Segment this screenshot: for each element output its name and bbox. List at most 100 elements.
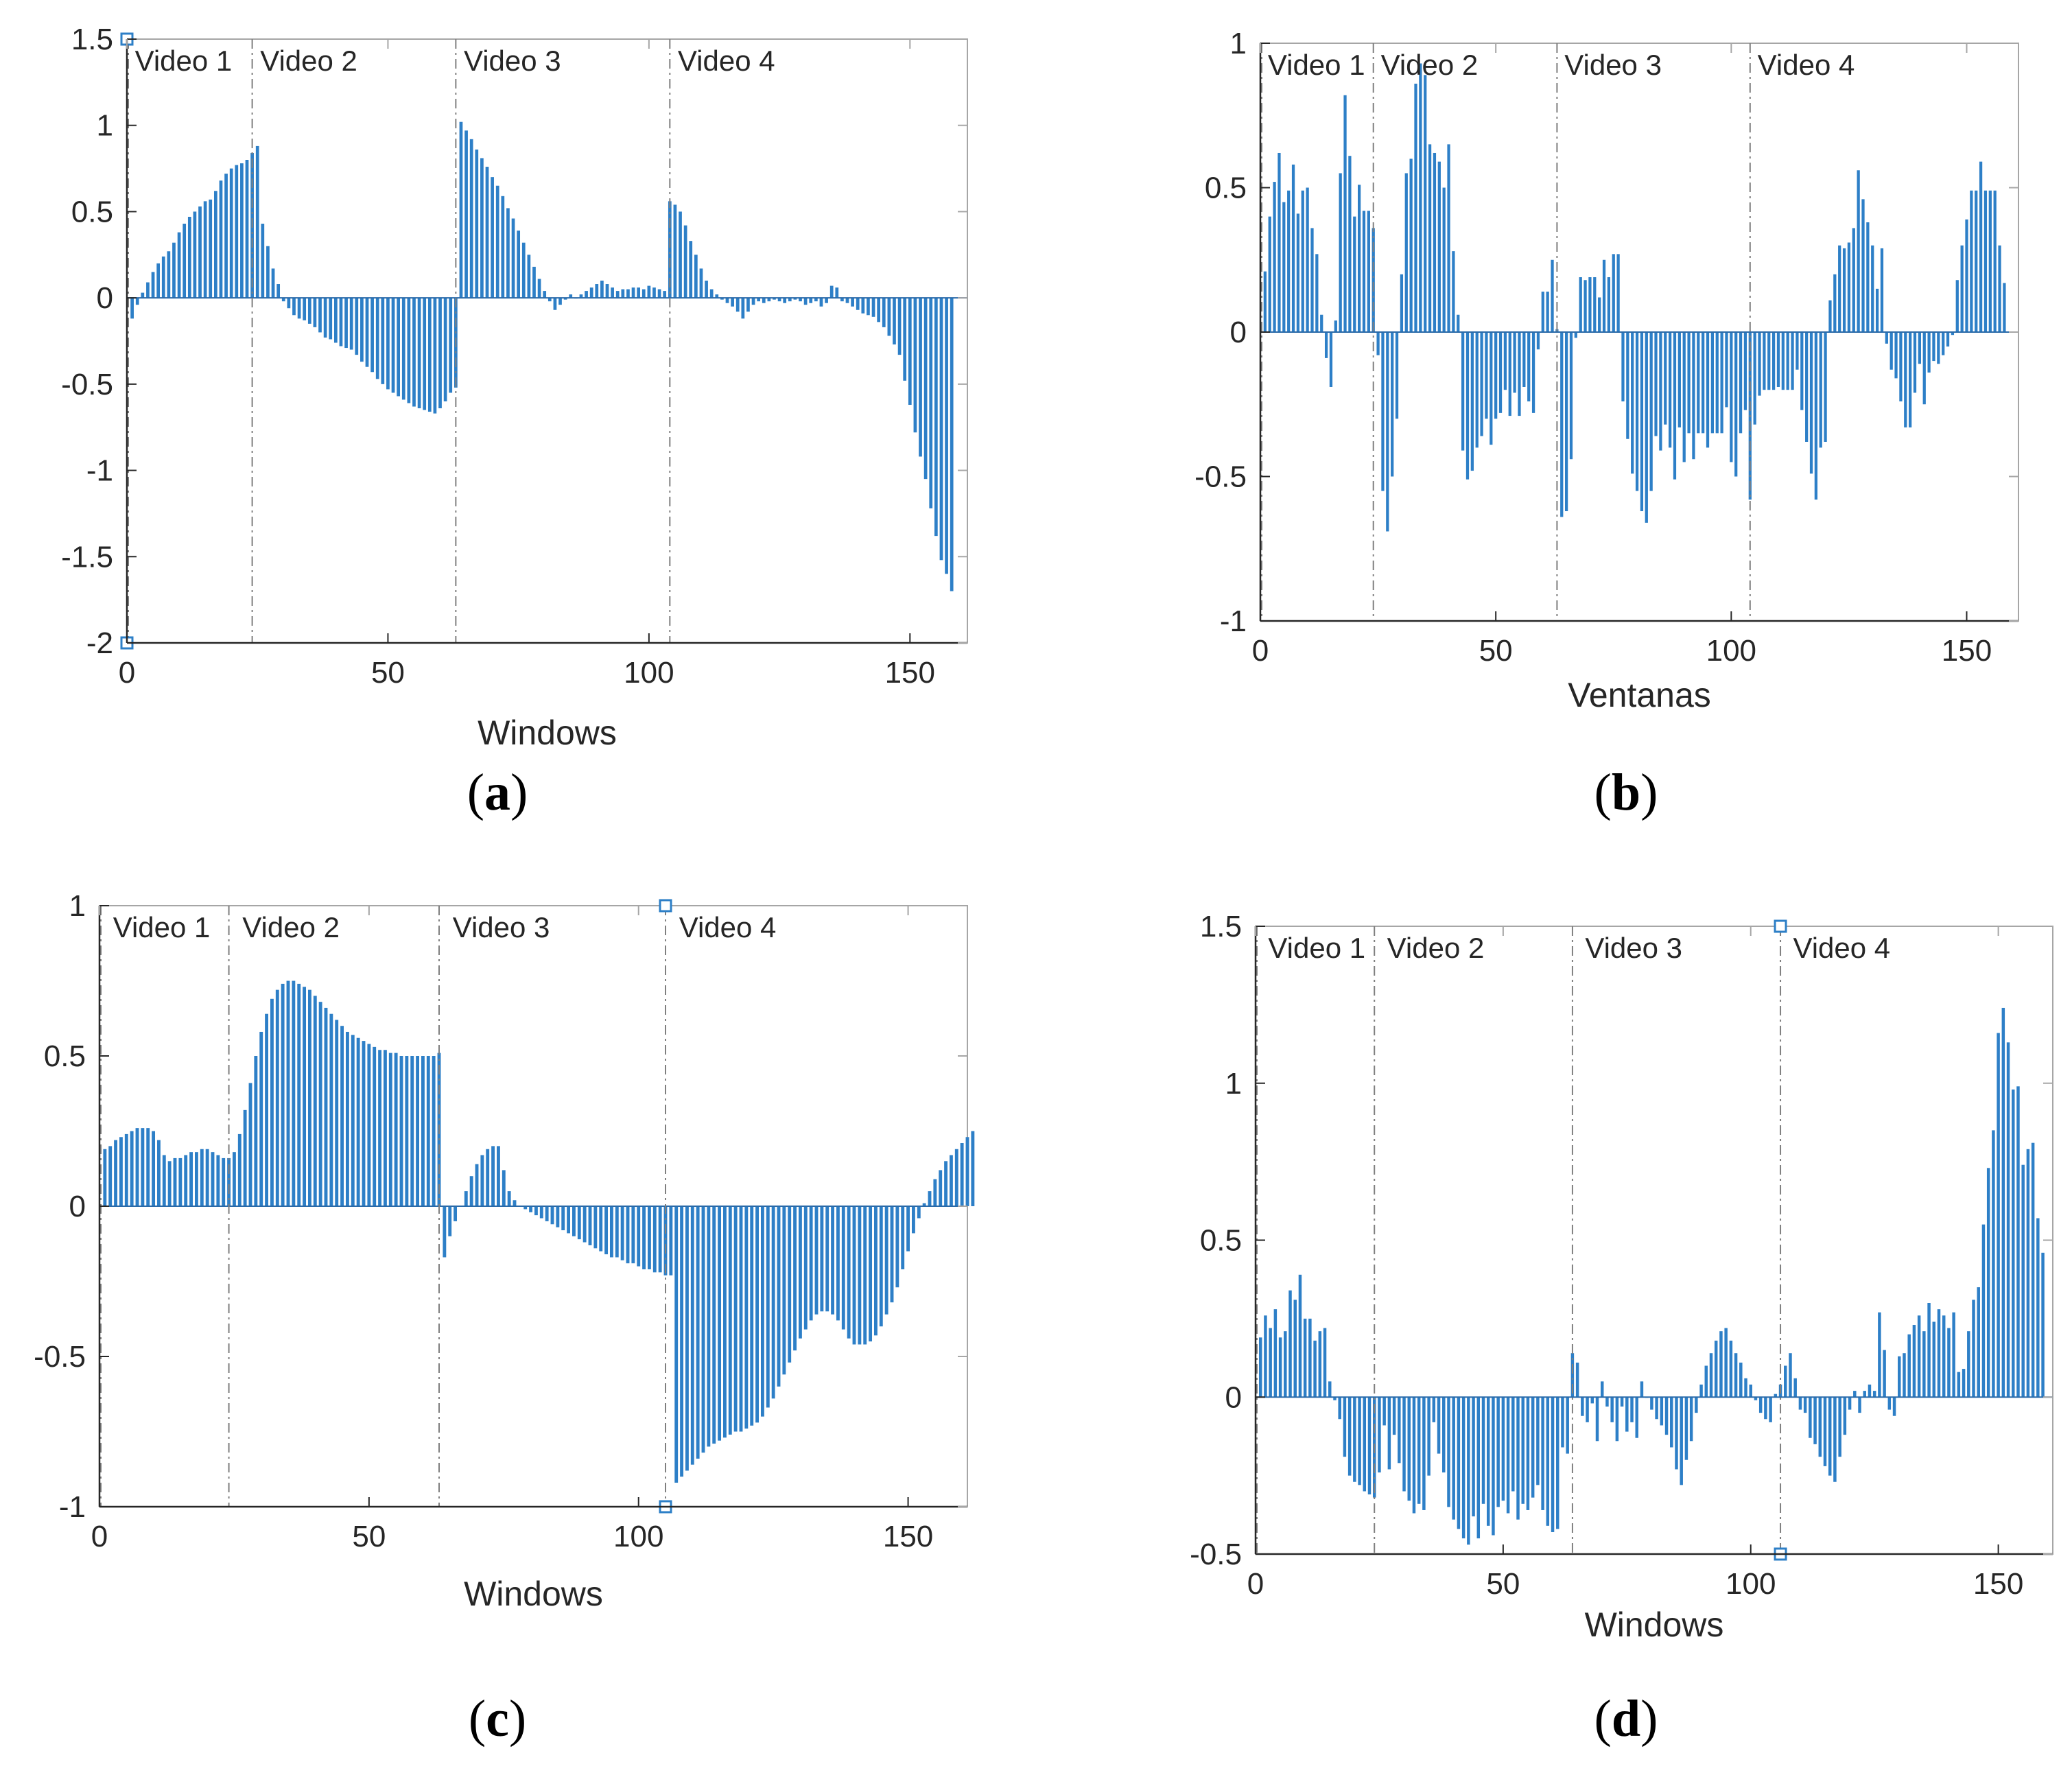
bar [1988,190,1992,332]
bar [1781,332,1785,390]
bar [954,1149,958,1206]
bar [1793,1378,1797,1398]
bar [1447,1397,1450,1507]
bar [1546,1397,1550,1526]
y-tick-label: 1 [97,109,113,143]
bar [1664,332,1667,425]
bar [1743,332,1747,410]
bar [521,242,526,298]
bar [2026,1149,2030,1398]
bar [1880,248,1884,332]
bar [1918,332,1921,364]
bar [867,298,870,316]
bar [543,291,547,298]
bar [2001,1007,2005,1398]
bar [944,1161,948,1206]
bar [259,1031,263,1206]
bar [893,298,896,345]
bar [1866,222,1870,332]
bar [1607,277,1611,332]
video-label: Video 2 [1381,49,1479,81]
bar [1838,1397,1841,1457]
bar [760,1206,764,1417]
bar [1291,164,1295,332]
bar [1551,259,1554,332]
bar [2016,1086,2020,1398]
bar [1957,1372,1961,1398]
bar [1387,1397,1391,1470]
bar [438,298,442,409]
bar [750,1206,754,1426]
caption-open: ( [1594,1690,1612,1748]
y-tick-label: 1 [69,889,86,923]
bar [1972,1300,1975,1398]
bar [1640,1381,1644,1398]
bar [1704,1365,1708,1398]
bar [373,1046,377,1206]
bar [495,185,499,298]
bar [1442,1397,1446,1473]
bar [1407,1397,1411,1501]
bar [329,1013,333,1206]
bar [421,1056,425,1206]
bar [1323,1328,1327,1398]
bar [897,298,902,355]
x-axis-label: Ventanas [1568,676,1711,714]
bar [303,298,307,320]
bar [1400,274,1404,332]
bar [1904,332,1907,427]
bar [841,1206,845,1330]
bar [652,1206,657,1273]
bar [593,1206,598,1249]
bar [577,1206,581,1240]
bar [281,298,285,302]
bar [1442,187,1446,332]
y-tick-label: 0.5 [71,195,113,228]
bar [375,298,379,379]
bar [1306,187,1309,332]
bar [1833,274,1837,332]
bar [1635,332,1639,491]
bar [324,1007,328,1206]
bar [777,1206,781,1387]
bar [506,208,510,298]
bar [1343,1397,1347,1457]
bar [1288,1290,1292,1398]
bar [1809,332,1813,474]
bar [945,298,948,574]
bar [929,298,933,508]
bar [292,980,296,1206]
bar [1475,332,1479,448]
bar [1412,1397,1416,1514]
bar [209,199,213,298]
bar [1616,254,1620,332]
bar [1353,1397,1356,1482]
bar [281,983,285,1206]
bar [511,218,515,298]
bar [248,1083,252,1206]
x-axis-label: Windows [464,1575,603,1613]
bar [679,211,682,298]
bar [950,298,954,591]
bar [339,298,343,346]
bar [333,298,338,343]
bar [611,287,614,298]
bar [1660,1397,1664,1426]
bar [1541,292,1544,332]
bar [388,1053,392,1206]
bar [475,149,479,298]
bar [1724,1328,1728,1398]
bar [1586,1397,1589,1422]
bar [882,298,886,327]
bar [1376,332,1380,355]
bar [1561,1397,1564,1448]
bar [1650,1397,1653,1410]
bar [669,1206,673,1276]
bar [480,1155,484,1206]
bar [1903,1353,1906,1398]
bar [799,298,802,302]
bar [1997,1033,2000,1398]
panel-caption: (b) [1594,764,1658,821]
bar [383,1050,387,1206]
bar [1367,211,1370,332]
